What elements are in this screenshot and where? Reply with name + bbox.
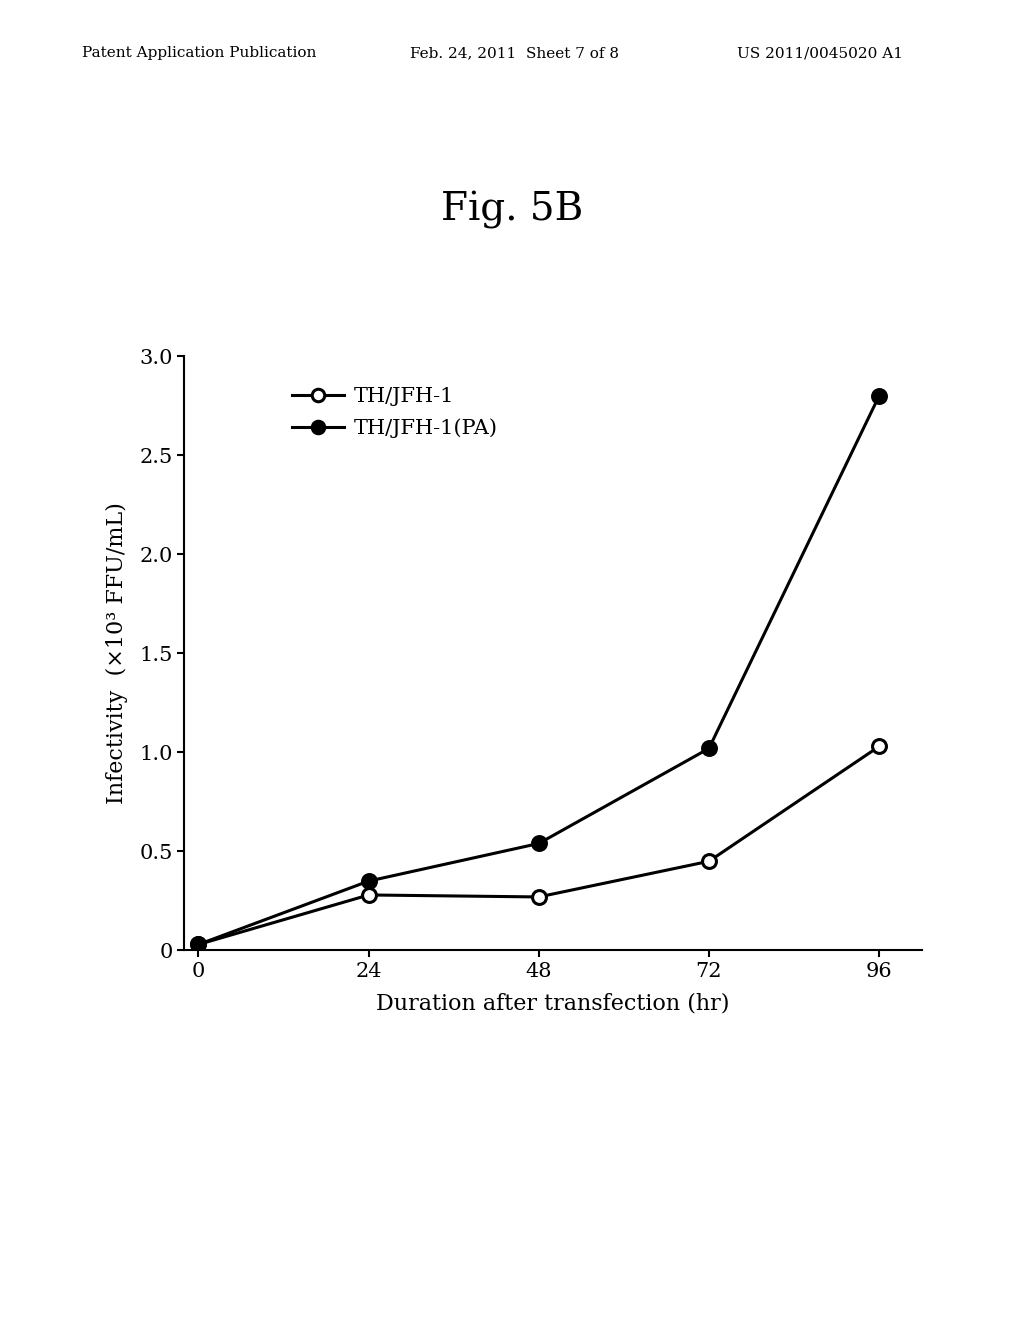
TH/JFH-1(PA) bbox=[362, 874, 375, 890]
TH/JFH-1 bbox=[702, 853, 715, 869]
Text: Patent Application Publication: Patent Application Publication bbox=[82, 46, 316, 61]
TH/JFH-1 bbox=[193, 937, 205, 953]
TH/JFH-1(PA) bbox=[193, 937, 205, 953]
Legend: TH/JFH-1, TH/JFH-1(PA): TH/JFH-1, TH/JFH-1(PA) bbox=[284, 379, 507, 446]
X-axis label: Duration after transfection (hr): Duration after transfection (hr) bbox=[376, 993, 730, 1014]
TH/JFH-1 bbox=[532, 890, 545, 906]
TH/JFH-1 bbox=[872, 739, 885, 755]
Y-axis label: Infectivity  (×10³ FFU/mL): Infectivity (×10³ FFU/mL) bbox=[105, 503, 128, 804]
TH/JFH-1(PA) bbox=[702, 741, 715, 756]
TH/JFH-1(PA) bbox=[532, 836, 545, 851]
TH/JFH-1(PA) bbox=[872, 388, 885, 404]
Text: Fig. 5B: Fig. 5B bbox=[441, 191, 583, 230]
TH/JFH-1 bbox=[362, 887, 375, 903]
Line: TH/JFH-1(PA): TH/JFH-1(PA) bbox=[191, 389, 886, 952]
Text: Feb. 24, 2011  Sheet 7 of 8: Feb. 24, 2011 Sheet 7 of 8 bbox=[410, 46, 618, 61]
Line: TH/JFH-1: TH/JFH-1 bbox=[191, 739, 886, 952]
Text: US 2011/0045020 A1: US 2011/0045020 A1 bbox=[737, 46, 903, 61]
